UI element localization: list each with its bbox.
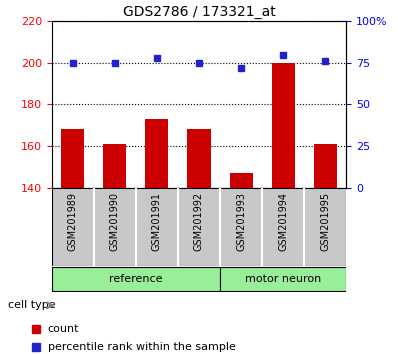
Text: reference: reference — [109, 274, 163, 284]
Bar — [145, 119, 168, 188]
Text: GSM201989: GSM201989 — [68, 192, 78, 251]
Text: percentile rank within the sample: percentile rank within the sample — [48, 342, 236, 352]
Text: count: count — [48, 324, 79, 333]
Bar — [230, 173, 253, 188]
Bar — [103, 144, 127, 188]
Text: motor neuron: motor neuron — [245, 274, 321, 284]
Text: GSM201991: GSM201991 — [152, 192, 162, 251]
Text: GSM201995: GSM201995 — [320, 192, 330, 251]
Bar — [314, 144, 337, 188]
Bar — [271, 63, 295, 188]
Text: GSM201992: GSM201992 — [194, 192, 204, 251]
Text: GSM201990: GSM201990 — [110, 192, 120, 251]
Bar — [61, 129, 84, 188]
Bar — [187, 129, 211, 188]
Text: cell type: cell type — [8, 300, 56, 310]
Text: GSM201993: GSM201993 — [236, 192, 246, 251]
Bar — [52, 267, 220, 291]
Title: GDS2786 / 173321_at: GDS2786 / 173321_at — [123, 5, 275, 19]
Bar — [220, 267, 346, 291]
Text: GSM201994: GSM201994 — [278, 192, 288, 251]
